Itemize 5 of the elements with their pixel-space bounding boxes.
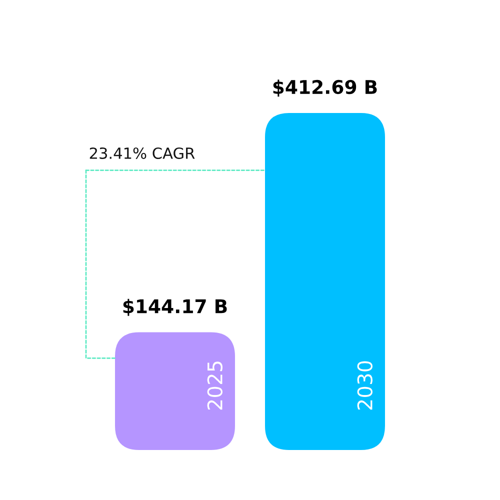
x-tick-label: 2030 bbox=[357, 361, 373, 410]
data-label: $412.69 B bbox=[273, 80, 377, 97]
annotation: 23.41% CAGR bbox=[90, 147, 195, 159]
x-tick-label: 2025 bbox=[207, 362, 223, 410]
data-label: $144.17 B bbox=[123, 298, 227, 316]
